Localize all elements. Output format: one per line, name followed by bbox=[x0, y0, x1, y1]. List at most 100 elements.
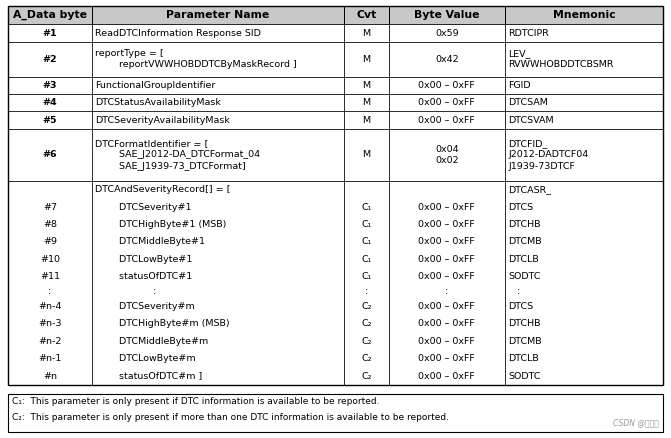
Text: Cvt: Cvt bbox=[356, 10, 376, 20]
Bar bbox=[8, 6, 663, 385]
Text: 0x00 – 0xFF: 0x00 – 0xFF bbox=[419, 237, 475, 247]
Bar bbox=[505, 181, 663, 385]
Text: #5: #5 bbox=[43, 116, 57, 124]
Bar bbox=[8, 111, 92, 129]
Text: C₁: C₁ bbox=[361, 237, 372, 247]
Bar bbox=[505, 6, 663, 25]
Bar bbox=[389, 6, 505, 25]
Text: 0x00 – 0xFF: 0x00 – 0xFF bbox=[419, 319, 475, 328]
Text: 0x00 – 0xFF: 0x00 – 0xFF bbox=[419, 371, 475, 381]
Bar bbox=[344, 111, 389, 129]
Text: DTCHB: DTCHB bbox=[508, 319, 541, 328]
Text: statusOfDTC#m ]: statusOfDTC#m ] bbox=[95, 371, 202, 381]
Text: DTCHighByte#1 (MSB): DTCHighByte#1 (MSB) bbox=[95, 220, 226, 229]
Text: DTCMB: DTCMB bbox=[508, 337, 541, 346]
Bar bbox=[92, 42, 344, 77]
Text: M: M bbox=[362, 55, 370, 64]
Text: DTCSeverityAvailabilityMask: DTCSeverityAvailabilityMask bbox=[95, 116, 229, 124]
Bar bbox=[92, 25, 344, 42]
Text: C₂:  This parameter is only present if more than one DTC information is availabl: C₂: This parameter is only present if mo… bbox=[12, 413, 449, 422]
Text: A_Data byte: A_Data byte bbox=[13, 10, 87, 20]
Text: 0x42: 0x42 bbox=[435, 55, 459, 64]
Text: DTCHB: DTCHB bbox=[508, 220, 541, 229]
Text: :: : bbox=[446, 287, 448, 296]
Text: M: M bbox=[362, 116, 370, 124]
Text: 0x59: 0x59 bbox=[435, 28, 459, 38]
Text: C₁:  This parameter is only present if DTC information is available to be report: C₁: This parameter is only present if DT… bbox=[12, 397, 380, 406]
Text: C₁: C₁ bbox=[361, 220, 372, 229]
Text: Byte Value: Byte Value bbox=[414, 10, 480, 20]
Bar bbox=[505, 25, 663, 42]
Text: DTCMiddleByte#m: DTCMiddleByte#m bbox=[95, 337, 208, 346]
Text: 0x00 – 0xFF: 0x00 – 0xFF bbox=[419, 220, 475, 229]
Text: #n-3: #n-3 bbox=[38, 319, 62, 328]
Text: :: : bbox=[364, 287, 368, 296]
Text: :: : bbox=[48, 287, 52, 296]
Bar bbox=[505, 129, 663, 181]
Text: DTCHighByte#m (MSB): DTCHighByte#m (MSB) bbox=[95, 319, 229, 328]
Text: DTCS: DTCS bbox=[508, 203, 533, 212]
Bar bbox=[389, 129, 505, 181]
Text: Mnemonic: Mnemonic bbox=[553, 10, 615, 20]
Text: #11: #11 bbox=[40, 272, 60, 281]
Text: DTCLowByte#m: DTCLowByte#m bbox=[95, 354, 195, 363]
Text: #4: #4 bbox=[42, 98, 57, 107]
Bar bbox=[8, 77, 92, 94]
Text: 0x00 – 0xFF: 0x00 – 0xFF bbox=[419, 337, 475, 346]
Text: #n-4: #n-4 bbox=[38, 302, 62, 311]
Bar bbox=[344, 94, 389, 111]
Bar bbox=[8, 129, 92, 181]
Text: C₂: C₂ bbox=[361, 302, 372, 311]
Bar bbox=[8, 6, 92, 25]
Text: LEV_
RVWWHOBDDTCBSMR: LEV_ RVWWHOBDDTCBSMR bbox=[508, 49, 614, 69]
Text: CSDN @极风云: CSDN @极风云 bbox=[613, 418, 659, 427]
Text: RDTCIPR: RDTCIPR bbox=[508, 28, 549, 38]
Text: DTCSeverity#1: DTCSeverity#1 bbox=[95, 203, 191, 212]
Bar bbox=[8, 94, 92, 111]
Bar bbox=[389, 111, 505, 129]
Text: DTCAndSeverityRecord[] = [: DTCAndSeverityRecord[] = [ bbox=[95, 185, 230, 194]
Bar bbox=[92, 129, 344, 181]
Text: DTCS: DTCS bbox=[508, 302, 533, 311]
Text: C₁: C₁ bbox=[361, 272, 372, 281]
Text: #n-2: #n-2 bbox=[38, 337, 62, 346]
Text: #8: #8 bbox=[43, 220, 57, 229]
Bar bbox=[344, 42, 389, 77]
Text: DTCSVAM: DTCSVAM bbox=[508, 116, 554, 124]
Text: DTCSeverity#m: DTCSeverity#m bbox=[95, 302, 195, 311]
Text: #1: #1 bbox=[42, 28, 57, 38]
Text: reportType = [
        reportVWWHOBDDTCByMaskRecord ]: reportType = [ reportVWWHOBDDTCByMaskRec… bbox=[95, 49, 297, 69]
Text: 0x00 – 0xFF: 0x00 – 0xFF bbox=[419, 255, 475, 264]
Text: #6: #6 bbox=[42, 150, 57, 159]
Bar bbox=[505, 42, 663, 77]
Text: C₁: C₁ bbox=[361, 255, 372, 264]
Bar bbox=[92, 6, 344, 25]
Bar bbox=[92, 181, 344, 385]
Text: DTCFID_
J2012-DADTCF04
J1939-73DTCF: DTCFID_ J2012-DADTCF04 J1939-73DTCF bbox=[508, 139, 588, 171]
Bar bbox=[389, 94, 505, 111]
Text: 0x00 – 0xFF: 0x00 – 0xFF bbox=[419, 302, 475, 311]
Bar bbox=[8, 25, 92, 42]
Text: DTCStatusAvailabilityMask: DTCStatusAvailabilityMask bbox=[95, 98, 221, 107]
Text: SODTC: SODTC bbox=[508, 272, 541, 281]
Bar bbox=[8, 394, 663, 432]
Text: 0x04
0x02: 0x04 0x02 bbox=[435, 145, 459, 165]
Bar bbox=[344, 77, 389, 94]
Bar bbox=[389, 77, 505, 94]
Text: DTCMB: DTCMB bbox=[508, 237, 541, 247]
Bar bbox=[344, 25, 389, 42]
Text: Parameter Name: Parameter Name bbox=[166, 10, 270, 20]
Text: #n-1: #n-1 bbox=[38, 354, 62, 363]
Text: ReadDTCInformation Response SID: ReadDTCInformation Response SID bbox=[95, 28, 261, 38]
Text: 0x00 – 0xFF: 0x00 – 0xFF bbox=[419, 98, 475, 107]
Bar bbox=[505, 111, 663, 129]
Bar bbox=[8, 181, 92, 385]
Text: 0x00 – 0xFF: 0x00 – 0xFF bbox=[419, 354, 475, 363]
Text: #3: #3 bbox=[43, 81, 57, 90]
Text: 0x00 – 0xFF: 0x00 – 0xFF bbox=[419, 116, 475, 124]
Text: M: M bbox=[362, 81, 370, 90]
Bar bbox=[344, 6, 389, 25]
Text: #9: #9 bbox=[43, 237, 57, 247]
Text: C₂: C₂ bbox=[361, 354, 372, 363]
Text: FGID: FGID bbox=[508, 81, 531, 90]
